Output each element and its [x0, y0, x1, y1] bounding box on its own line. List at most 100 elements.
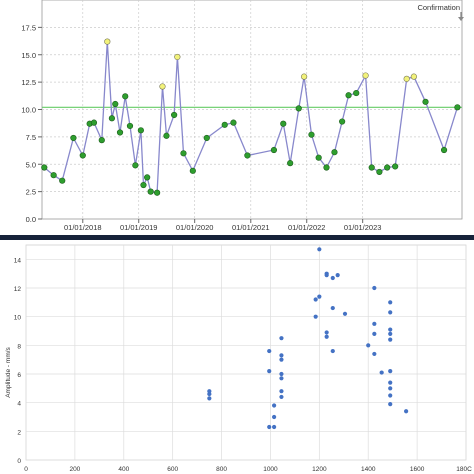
highlight-point: [159, 83, 166, 90]
data-point: [90, 119, 98, 126]
data-point: [144, 174, 151, 181]
highlight-point: [301, 73, 308, 80]
y-tick-label: 2: [17, 429, 21, 436]
y-tick-label: 6: [17, 372, 21, 379]
scatter-point: [279, 394, 284, 400]
data-point: [122, 93, 129, 100]
data-point: [244, 152, 251, 159]
plot-area: [25, 244, 467, 461]
x-tick-label: 1600: [410, 466, 425, 473]
scatter-point: [272, 424, 277, 430]
data-point: [221, 121, 228, 128]
data-point: [98, 137, 105, 144]
data-point: [112, 100, 119, 108]
data-point: [180, 150, 187, 157]
data-point: [440, 146, 448, 154]
highlight-point: [410, 73, 417, 80]
y-tick-label: 12.5: [21, 78, 36, 87]
data-point: [345, 92, 352, 99]
scatter-point: [388, 386, 393, 391]
scatter-point: [272, 414, 277, 420]
y-tick-label: 14: [14, 257, 22, 264]
scatter-point: [388, 337, 393, 342]
panel-divider: [0, 235, 474, 240]
data-point: [287, 160, 294, 167]
data-point: [79, 152, 86, 159]
data-point: [70, 134, 77, 142]
y-tick-label: 8: [17, 343, 21, 350]
data-point: [353, 89, 360, 97]
data-point: [295, 105, 302, 112]
y-tick-label: 10: [14, 315, 22, 322]
y-tick-label: 0: [17, 458, 21, 465]
scatter-point: [267, 348, 272, 354]
scatter-point: [279, 389, 284, 394]
data-point: [189, 167, 196, 174]
data-point: [203, 134, 210, 142]
x-tick-label: 01/01/2022: [288, 223, 326, 232]
scatter-point: [372, 351, 377, 357]
x-tick-label: 0: [24, 466, 28, 473]
scatter-point: [317, 247, 322, 252]
scatter-point: [279, 371, 284, 377]
scatter-point: [372, 285, 377, 291]
data-point: [41, 164, 48, 171]
data-point: [384, 164, 391, 171]
y-tick-label: 15.0: [21, 51, 36, 60]
scatter-point: [388, 402, 393, 407]
x-tick-label: 01/01/2020: [176, 223, 214, 232]
scatter-point: [388, 380, 393, 385]
scatter-point: [388, 327, 393, 332]
scatter-point: [372, 321, 377, 326]
data-point: [116, 129, 124, 136]
scatter-point: [267, 369, 272, 374]
x-tick-label: 01/01/2021: [232, 223, 270, 232]
scatter-point: [279, 357, 284, 362]
x-tick-label: 1400: [361, 466, 376, 473]
scatter-point: [330, 348, 335, 354]
data-point: [147, 188, 154, 195]
rating-trend-chart: 0.0 2.5 5.0 7.5 10.0 12.5 15.0 17.5 01/01/2018 01…: [21, 0, 464, 232]
data-point: [50, 172, 57, 179]
x-tick-label: 01/01/2023: [344, 223, 382, 232]
data-point: [339, 118, 346, 125]
data-point: [137, 127, 144, 134]
x-tick-label: 01/01/2018: [64, 223, 102, 232]
y-tick-label: 2.5: [26, 188, 36, 197]
scatter-point: [267, 424, 272, 430]
scatter-point: [388, 300, 393, 305]
scatter-point: [313, 297, 318, 302]
y-tick-label: 12: [14, 286, 22, 293]
data-point: [132, 162, 139, 169]
scatter-point: [388, 369, 393, 374]
scatter-point: [279, 376, 284, 381]
confirmation-label: Confirmation: [417, 3, 460, 12]
scatter-point: [324, 334, 329, 339]
data-point: [422, 98, 429, 105]
data-point: [140, 181, 147, 189]
scatter-point: [272, 403, 277, 408]
data-point: [108, 115, 115, 122]
x-tick-label: 1200: [312, 466, 327, 473]
scatter-point: [388, 393, 393, 398]
data-point: [308, 131, 315, 138]
data-point: [270, 146, 278, 154]
data-point: [323, 164, 330, 171]
data-point: [454, 104, 461, 111]
scatter-point: [279, 336, 284, 341]
scatter-point: [388, 310, 393, 315]
highlight-point: [362, 72, 369, 79]
data-point: [376, 168, 383, 176]
confirmation-marker-tip: [458, 17, 464, 21]
scatter-point: [388, 331, 393, 336]
data-point: [163, 132, 170, 139]
scatter-point: [379, 370, 384, 375]
scatter-point: [207, 391, 212, 397]
y-tick-label: 10.0: [21, 106, 36, 115]
data-point: [126, 122, 134, 130]
scatter-point: [317, 294, 322, 299]
data-point: [154, 189, 161, 196]
y-tick-label: 4: [17, 401, 21, 408]
y-tick-label: 17.5: [21, 23, 36, 32]
